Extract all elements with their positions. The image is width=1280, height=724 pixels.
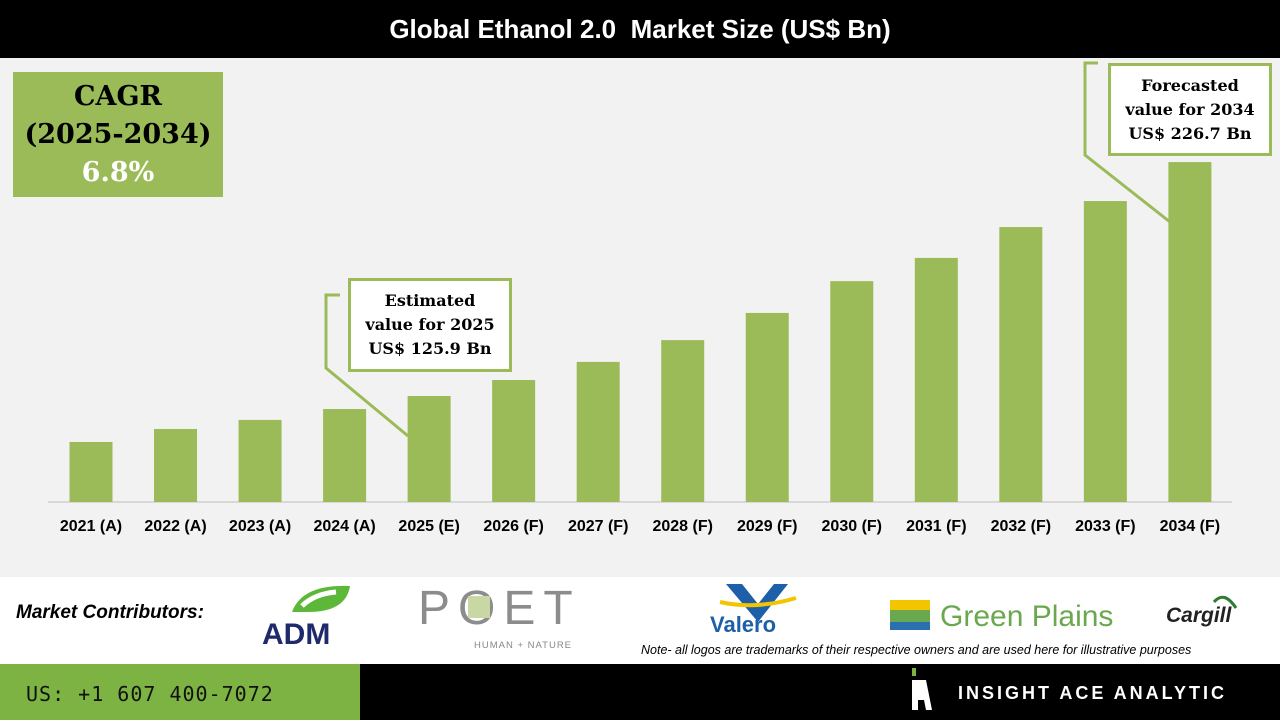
callout-value: US$ 125.9 Bn	[368, 339, 492, 358]
svg-text:Valero: Valero	[710, 612, 776, 637]
adm-logo: ADM	[262, 582, 362, 651]
x-tick-label: 2032 (F)	[991, 518, 1051, 535]
cagr-value: 6.8%	[81, 157, 155, 188]
logo-disclaimer: Note- all logos are trademarks of their …	[641, 643, 1192, 657]
chart-title: Global Ethanol 2.0 Market Size (US$ Bn)	[0, 0, 1280, 58]
bar	[661, 340, 705, 502]
contributors-label: Market Contributors:	[16, 602, 204, 623]
x-tick-label: 2034 (F)	[1160, 518, 1220, 535]
bar-chart: 2021 (A) 2022 (A) 2023 (A) 2024 (A) 2025 (E)…	[48, 61, 1232, 535]
estimated-callout: Estimated value for 2025 US$ 125.9 Bn	[348, 278, 512, 372]
bar	[999, 227, 1043, 503]
x-tick-label: 2028 (F)	[652, 518, 712, 535]
bar	[745, 312, 789, 502]
cagr-period: (2025-2034)	[24, 119, 212, 150]
phone-number[interactable]: US: +1 607 400-7072	[0, 664, 360, 720]
cagr-label: CAGR	[74, 81, 162, 112]
valero-logo: Valero	[706, 582, 836, 643]
poet-logo: POET HUMAN + NATURE	[418, 582, 648, 657]
x-tick-label: 2021 (A)	[60, 518, 122, 535]
bar	[323, 409, 367, 502]
bar	[576, 361, 620, 502]
x-tick-label: 2022 (A)	[144, 518, 206, 535]
bar	[914, 257, 958, 502]
bar	[238, 419, 282, 502]
x-tick-label: 2031 (F)	[906, 518, 966, 535]
chart-area: 2021 (A) 2022 (A) 2023 (A) 2024 (A) 2025 (E)…	[0, 58, 1280, 577]
estimated-connector	[324, 293, 409, 438]
forecasted-callout: Forecasted value for 2034 US$ 226.7 Bn	[1108, 63, 1272, 156]
svg-text:HUMAN + NATURE: HUMAN + NATURE	[474, 640, 572, 651]
brand-name: INSIGHT ACE ANALYTIC	[958, 683, 1228, 703]
x-tick-label: 2027 (F)	[568, 518, 628, 535]
cagr-box: CAGR (2025-2034) 6.8%	[13, 72, 223, 197]
bar	[492, 380, 536, 502]
x-tick-label: 2029 (F)	[737, 518, 797, 535]
green-plains-logo: Green Plains	[890, 596, 1120, 641]
callout-line: Forecasted	[1141, 76, 1239, 95]
callout-line: Estimated	[384, 291, 476, 310]
forecasted-connector	[1083, 61, 1171, 224]
x-tick-label: 2025 (E)	[398, 518, 459, 535]
insight-ace-logo-icon	[912, 668, 932, 710]
bar	[407, 396, 451, 502]
x-tick-label: 2024 (A)	[313, 518, 375, 535]
x-tick-label: 2026 (F)	[483, 518, 543, 535]
footer-bar	[360, 664, 1280, 720]
x-tick-label: 2033 (F)	[1075, 518, 1135, 535]
bar	[154, 428, 198, 502]
svg-text:POET: POET	[418, 584, 581, 635]
svg-text:ADM: ADM	[262, 618, 330, 646]
svg-text:Green Plains: Green Plains	[940, 600, 1113, 633]
x-tick-label: 2023 (A)	[229, 518, 291, 535]
cargill-logo: Cargill	[1166, 590, 1246, 635]
callout-line: value for 2025	[365, 315, 495, 334]
bar	[1083, 201, 1127, 502]
x-tick-label: 2030 (F)	[822, 518, 882, 535]
callout-value: US$ 226.7 Bn	[1128, 124, 1252, 143]
callout-line: value for 2034	[1125, 100, 1255, 119]
bar	[830, 281, 874, 502]
bar	[69, 441, 113, 502]
contributors-strip	[0, 577, 1280, 664]
svg-text:Cargill: Cargill	[1166, 604, 1233, 627]
bar	[1168, 162, 1212, 502]
